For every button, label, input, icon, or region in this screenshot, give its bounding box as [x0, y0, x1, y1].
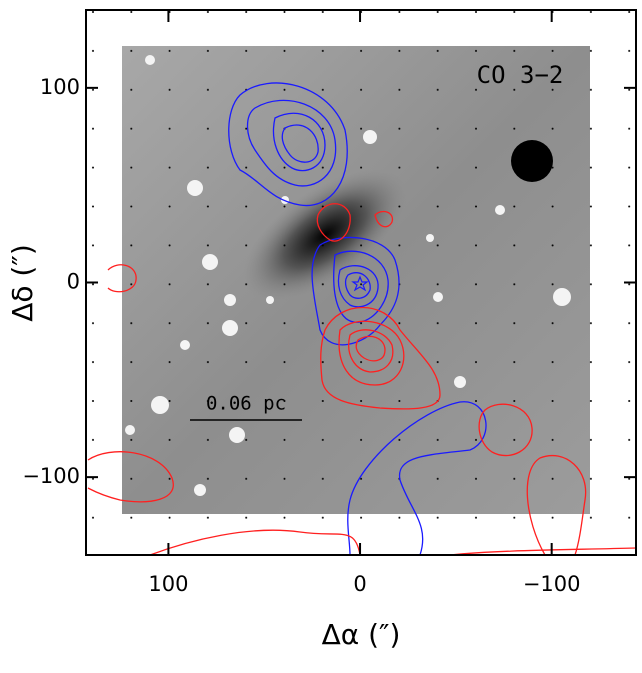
x-tick-label: −100: [523, 572, 581, 596]
x-tick-label: 0: [353, 572, 366, 596]
y-tick-label: −100: [22, 464, 80, 488]
x-axis-label: Δα (″): [322, 618, 401, 651]
x-tick-label: 100: [148, 572, 188, 596]
contours: [87, 82, 637, 556]
beam: [511, 140, 553, 182]
y-tick-label: 100: [40, 75, 80, 99]
scale-label: 0.06 pc: [206, 393, 286, 415]
y-axis-label: Δδ (″): [6, 244, 39, 322]
source-star: [351, 275, 369, 292]
line-label: CO 3−2: [477, 61, 564, 89]
y-tick-label: 0: [67, 270, 80, 294]
dot-grid: [86, 10, 636, 555]
